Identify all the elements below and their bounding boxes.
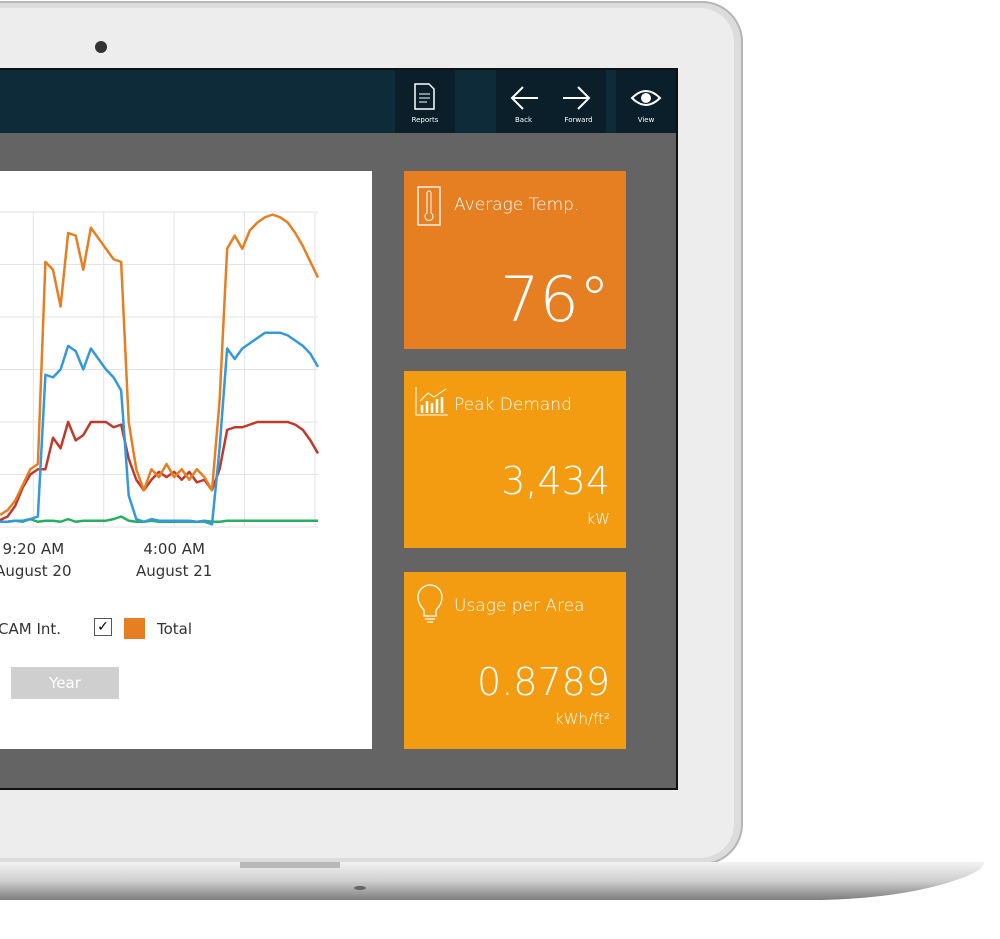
- tile-value: 3,434: [501, 459, 610, 503]
- series-line: [0, 213, 320, 516]
- tile: Average Temp. 76°: [404, 171, 626, 349]
- forward-button[interactable]: Forward: [551, 70, 606, 133]
- tile-unit: kWh/ft²: [555, 710, 610, 728]
- back-icon: [510, 86, 538, 110]
- x-tick-date: August 21: [136, 562, 212, 580]
- button-label: Forward: [564, 116, 593, 124]
- range-button[interactable]: Year: [11, 667, 119, 699]
- x-tick-date: August 20: [0, 562, 71, 580]
- forward-icon: [563, 86, 591, 110]
- legend-label: Total: [157, 620, 193, 638]
- reports-icon: [414, 83, 435, 110]
- back-button[interactable]: Back: [496, 70, 551, 133]
- legend-swatch: [124, 618, 145, 639]
- tile-value: 0.8789: [477, 660, 610, 704]
- button-label: View: [637, 116, 655, 124]
- tile-value: 76°: [500, 263, 610, 336]
- line-chart: 9:20 AM August 20 4:00 AM August 21: [0, 211, 320, 580]
- thermometer-icon: [417, 186, 441, 226]
- chart-icon: [415, 387, 448, 416]
- button-label: Reports: [411, 116, 439, 124]
- button-label: Back: [515, 116, 532, 124]
- bulb-icon: [417, 584, 443, 623]
- series-line: [0, 420, 320, 522]
- tile-unit: kW: [586, 510, 610, 528]
- view-icon: [630, 90, 662, 106]
- view-button[interactable]: View: [616, 70, 676, 133]
- legend-checkbox[interactable]: ✓: [94, 618, 112, 636]
- x-tick-label: 9:20 AM: [2, 540, 64, 558]
- tile: Usage per Area 0.8789 kWh/ft²: [404, 572, 626, 749]
- series-line: [0, 331, 320, 526]
- legend-label: CAM Int.: [0, 620, 62, 638]
- tile-title: Average Temp.: [454, 195, 580, 215]
- tile-title: Usage per Area: [454, 596, 585, 616]
- chart-panel: 9:20 AM August 20 4:00 AM August 21 CAM Int…: [0, 171, 372, 749]
- x-tick-label: 4:00 AM: [143, 540, 205, 558]
- tile: Peak Demand 3,434 kW: [404, 371, 626, 548]
- reports-button[interactable]: Reports: [395, 70, 455, 133]
- tile-title: Peak Demand: [454, 395, 572, 415]
